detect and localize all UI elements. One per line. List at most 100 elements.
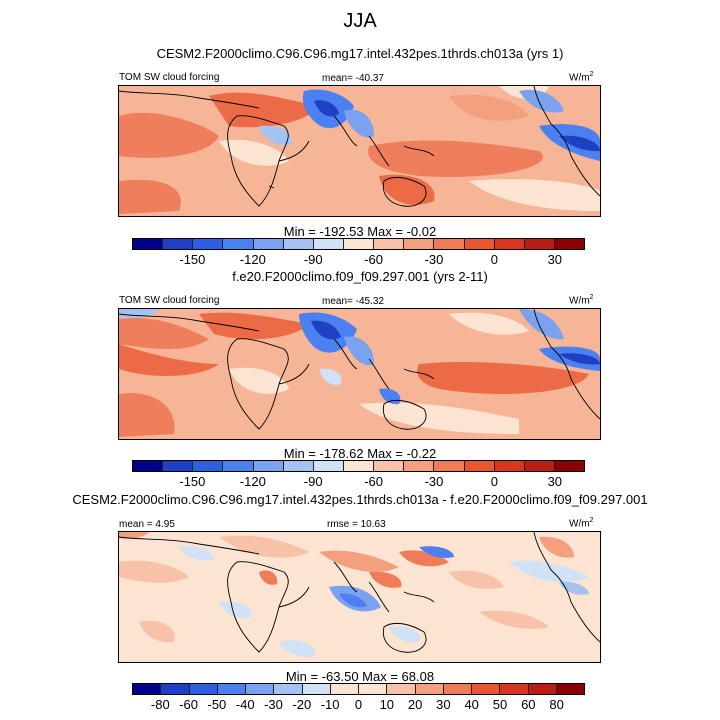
colorbar-1-swatch bbox=[223, 239, 254, 249]
colorbar-1-swatch bbox=[343, 239, 375, 249]
colorbar-1-swatch bbox=[494, 239, 525, 249]
colorbar-3-tick: 40 bbox=[464, 697, 479, 712]
colorbar-3-swatch bbox=[472, 684, 501, 694]
colorbar-1-swatch bbox=[313, 239, 344, 249]
colorbar-3-swatch bbox=[359, 684, 388, 694]
colorbar-2-swatch bbox=[223, 461, 254, 471]
panel-2-map bbox=[118, 308, 601, 440]
colorbar-3-swatch bbox=[274, 684, 303, 694]
panel-3-units: W/m2 bbox=[569, 517, 594, 530]
colorbar-2-swatch bbox=[313, 461, 344, 471]
colorbar-2-tick: -60 bbox=[364, 474, 383, 489]
panel-2-mean-label: mean= -45.32 bbox=[322, 296, 384, 307]
colorbar-3-swatch bbox=[133, 684, 162, 694]
colorbar-2-swatch bbox=[283, 461, 314, 471]
colorbar-3-swatch bbox=[528, 684, 557, 694]
colorbar-3-tick: -10 bbox=[320, 697, 340, 712]
colorbar-2-swatch bbox=[554, 461, 585, 471]
colorbar-1-tick: 30 bbox=[547, 252, 563, 267]
colorbar-1-tick: -30 bbox=[424, 252, 444, 267]
colorbar-3-swatch bbox=[443, 684, 472, 694]
panel-2-colorbar-ticks: -150 -120 -90 -60 -30 0 30 bbox=[132, 474, 585, 489]
panel-2-minmax: Min = -178.62 Max = -0.22 bbox=[283, 446, 437, 461]
colorbar-3-tick: -20 bbox=[292, 697, 312, 712]
colorbar-3-swatch bbox=[302, 684, 331, 694]
colorbar-3-tick: -60 bbox=[179, 697, 198, 712]
colorbar-1-swatch bbox=[253, 239, 284, 249]
colorbar-3-tick: -40 bbox=[235, 697, 255, 712]
colorbar-1-swatch bbox=[524, 239, 555, 249]
colorbar-3-swatch bbox=[556, 684, 584, 694]
colorbar-3-tick: 60 bbox=[521, 697, 536, 712]
colorbar-3-tick: 20 bbox=[407, 697, 423, 712]
colorbar-2-swatch bbox=[193, 461, 224, 471]
panel-2-colorbar bbox=[132, 460, 585, 472]
colorbar-2-swatch bbox=[404, 461, 435, 471]
colorbar-3-tick: 80 bbox=[549, 697, 564, 712]
colorbar-2-swatch bbox=[133, 461, 164, 471]
colorbar-3-swatch bbox=[217, 684, 246, 694]
colorbar-3-swatch bbox=[415, 684, 444, 694]
colorbar-1-swatch bbox=[434, 239, 465, 249]
panel-1-title: CESM2.F2000climo.C96.C96.mg17.intel.432p… bbox=[156, 46, 564, 61]
colorbar-1-tick: 0 bbox=[490, 252, 499, 267]
colorbar-3-tick: 50 bbox=[492, 697, 508, 712]
colorbar-3-tick: 0 bbox=[354, 697, 363, 712]
colorbar-2-swatch bbox=[343, 461, 375, 471]
colorbar-1-tick: -90 bbox=[303, 252, 323, 267]
colorbar-2-swatch bbox=[163, 461, 194, 471]
colorbar-2-swatch bbox=[524, 461, 555, 471]
colorbar-3-tick: 30 bbox=[436, 697, 451, 712]
colorbar-1-swatch bbox=[133, 239, 164, 249]
colorbar-1-swatch bbox=[283, 239, 314, 249]
colorbar-1-swatch bbox=[193, 239, 224, 249]
colorbar-2-swatch bbox=[374, 461, 405, 471]
panel-1-variable-label: TOM SW cloud forcing bbox=[119, 72, 220, 83]
colorbar-3-swatch bbox=[500, 684, 529, 694]
colorbar-3-tick: -80 bbox=[150, 697, 170, 712]
colorbar-1-swatch bbox=[554, 239, 585, 249]
panel-3-minmax: Min = -63.50 Max = 68.08 bbox=[285, 669, 435, 684]
colorbar-2-swatch bbox=[464, 461, 495, 471]
colorbar-2-tick: -150 bbox=[179, 474, 206, 489]
panel-3-colorbar bbox=[132, 683, 585, 695]
colorbar-2-tick: 0 bbox=[490, 474, 499, 489]
colorbar-3-tick: 10 bbox=[379, 697, 395, 712]
colorbar-2-tick: -90 bbox=[303, 474, 323, 489]
colorbar-1-swatch bbox=[374, 239, 405, 249]
panel-3-colorbar-ticks: -80 -60 -50 -40 -30 -20 -10 0 10 20 30 4… bbox=[132, 697, 585, 712]
colorbar-1-tick: -120 bbox=[239, 252, 266, 267]
panel-1-map bbox=[118, 85, 601, 217]
panel-1-minmax: Min = -192.53 Max = -0.02 bbox=[283, 224, 437, 239]
colorbar-3-swatch bbox=[330, 684, 359, 694]
colorbar-2-tick: -120 bbox=[239, 474, 266, 489]
panel-3-map bbox=[118, 531, 601, 663]
colorbar-2-tick: -30 bbox=[424, 474, 444, 489]
colorbar-2-swatch bbox=[494, 461, 525, 471]
panel-3-mean-label: mean = 4.95 bbox=[119, 519, 175, 530]
colorbar-2-tick: 30 bbox=[547, 474, 563, 489]
colorbar-3-swatch bbox=[161, 684, 190, 694]
colorbar-2-swatch bbox=[434, 461, 465, 471]
panel-1-mean-label: mean= -40.37 bbox=[322, 73, 384, 84]
colorbar-1-swatch bbox=[464, 239, 495, 249]
panel-2-units: W/m2 bbox=[569, 294, 594, 307]
panel-1-colorbar bbox=[132, 238, 585, 250]
panel-2-title: f.e20.F2000climo.f09_f09.297.001 (yrs 2-… bbox=[232, 269, 488, 284]
panel-1-units: W/m2 bbox=[569, 71, 594, 84]
panel-3-title: CESM2.F2000climo.C96.C96.mg17.intel.432p… bbox=[72, 492, 648, 507]
panel-1-colorbar-ticks: -150 -120 -90 -60 -30 0 30 bbox=[132, 252, 585, 267]
colorbar-3-swatch bbox=[387, 684, 416, 694]
colorbar-1-tick: -60 bbox=[364, 252, 383, 267]
colorbar-3-tick: -30 bbox=[264, 697, 283, 712]
colorbar-3-tick: -50 bbox=[207, 697, 227, 712]
panel-3-rmse-label: rmse = 10.63 bbox=[327, 519, 386, 530]
colorbar-1-swatch bbox=[404, 239, 435, 249]
colorbar-3-swatch bbox=[189, 684, 218, 694]
colorbar-1-swatch bbox=[163, 239, 194, 249]
main-title: JJA bbox=[343, 10, 377, 32]
colorbar-2-swatch bbox=[253, 461, 284, 471]
colorbar-1-tick: -150 bbox=[179, 252, 206, 267]
panel-2-variable-label: TOM SW cloud forcing bbox=[119, 295, 220, 306]
colorbar-3-swatch bbox=[246, 684, 275, 694]
